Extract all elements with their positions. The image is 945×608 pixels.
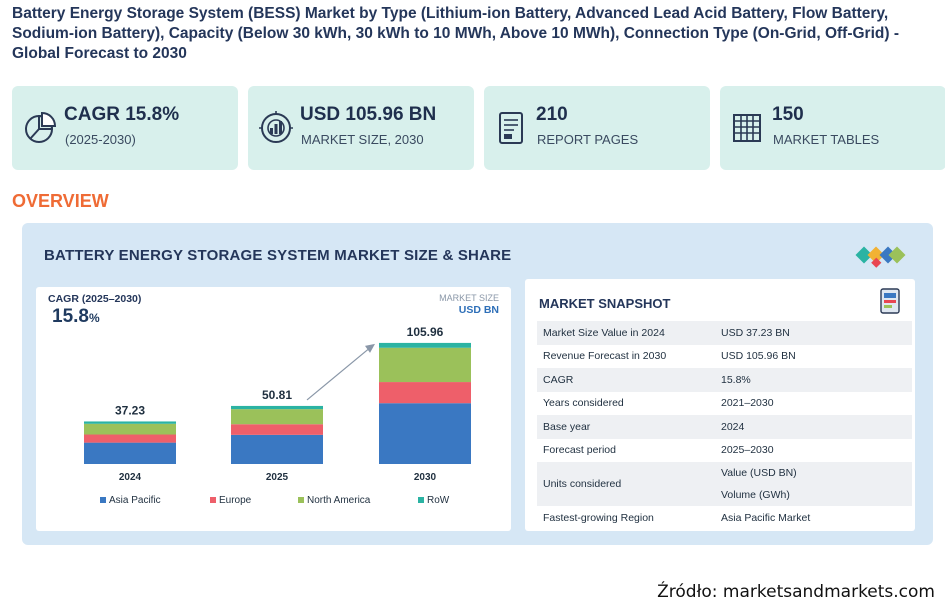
bar-total-label: 37.23: [115, 403, 145, 417]
snapshot-key: Years considered: [543, 397, 624, 410]
stat-label: MARKET SIZE, 2030: [301, 132, 424, 147]
bar-segment-north-america: [379, 347, 471, 383]
bar-segment-north-america: [84, 423, 176, 435]
stat-label: REPORT PAGES: [537, 132, 639, 147]
stat-label: MARKET TABLES: [773, 132, 880, 147]
table-row: Units considered Value (USD BN) Volume (GW…: [537, 462, 912, 506]
legend-swatch: [298, 497, 304, 503]
snapshot-key: Base year: [537, 415, 715, 439]
market-snapshot: MARKET SNAPSHOT Market Size Value in 202…: [525, 279, 915, 531]
snapshot-value-line: Volume (GWh): [721, 489, 790, 501]
stat-card-cagr: CAGR 15.8% (2025-2030): [12, 86, 238, 170]
legend-swatch: [418, 497, 424, 503]
snapshot-value: 2025–2030: [721, 444, 774, 457]
pie-chart-icon: [25, 111, 57, 143]
bar-chart: CAGR (2025–2030) 15.8% MARKET SIZE USD B…: [36, 287, 511, 531]
stat-value: 210: [536, 104, 568, 125]
market-globe-icon: [259, 111, 293, 143]
snapshot-value-line: Value (USD BN): [721, 467, 797, 479]
snapshot-value: Value (USD BN) Volume (GWh): [715, 462, 912, 506]
snapshot-value: Asia Pacific Market: [721, 511, 811, 524]
snapshot-key: Fastest-growing Region: [543, 511, 654, 524]
snapshot-key: Forecast period: [543, 444, 616, 457]
brand-logo-icon: [855, 246, 906, 268]
chart-cagr-number: 15.8: [52, 306, 89, 327]
stat-value: 150: [772, 104, 804, 125]
snapshot-value: USD 37.23 BN: [715, 321, 912, 345]
key-stats-row: CAGR 15.8% (2025-2030) USD 105.96 BN MAR…: [12, 86, 945, 170]
stat-card-market-size: USD 105.96 BN MARKET SIZE, 2030: [248, 86, 474, 170]
snapshot-value: 2021–2030: [721, 397, 774, 410]
legend-label: Europe: [219, 495, 252, 506]
snapshot-table: Market Size Value in 2024 USD 37.23 BN Re…: [537, 321, 912, 530]
legend-label: RoW: [427, 495, 450, 506]
bar-total-label: 105.96: [407, 325, 444, 339]
bar-segment-europe: [231, 424, 323, 435]
bar-segment-row: [379, 342, 471, 348]
table-row: CAGR 15.8%: [537, 368, 912, 392]
snapshot-value: 15.8%: [715, 368, 912, 392]
bar-segment-asia-pacific: [84, 442, 176, 464]
legend-label: North America: [307, 495, 371, 506]
stat-card-report-pages: 210 REPORT PAGES: [484, 86, 710, 170]
report-document-icon: [499, 112, 523, 144]
x-tick-label: 2024: [119, 472, 142, 483]
source-caption: Źródło: marketsandmarkets.com: [657, 582, 935, 602]
snapshot-key: Revenue Forecast in 2030: [543, 350, 667, 363]
stat-label: (2025-2030): [65, 132, 136, 147]
bar-segment-asia-pacific: [379, 403, 471, 464]
snapshot-value: USD 105.96 BN: [721, 350, 796, 363]
snapshot-key: Units considered: [537, 462, 715, 506]
chart-unit-label: USD BN: [458, 304, 499, 316]
snapshot-title: MARKET SNAPSHOT: [539, 296, 671, 311]
table-grid-icon: [733, 114, 761, 142]
table-row: Fastest-growing Region Asia Pacific Marke…: [537, 506, 912, 530]
panel-title: BATTERY ENERGY STORAGE SYSTEM MARKET SIZ…: [44, 247, 512, 264]
snapshot-value: 2024: [715, 415, 912, 439]
market-size-panel: BATTERY ENERGY STORAGE SYSTEM MARKET SIZ…: [22, 223, 933, 545]
legend-swatch: [100, 497, 106, 503]
chart-plot: 37.23 2024 50.81 2025 105.96 2030 Asia Pacific…: [84, 325, 471, 506]
x-tick-label: 2030: [414, 472, 437, 483]
bar-segment-row: [84, 421, 176, 424]
snapshot-key: CAGR: [537, 368, 715, 392]
chart-cagr-unit: %: [88, 311, 100, 325]
table-row: Years considered 2021–2030: [537, 392, 912, 416]
chart-market-size-label: MARKET SIZE: [439, 293, 499, 303]
bar-segment-europe: [379, 382, 471, 404]
stat-value: USD 105.96 BN: [300, 104, 437, 125]
table-row: Base year 2024: [537, 415, 912, 439]
chart-cagr-value: 15.8%: [52, 306, 100, 328]
page-title: Battery Energy Storage System (BESS) Mar…: [12, 5, 899, 62]
snapshot-key: Market Size Value in 2024: [537, 321, 715, 345]
bar-segment-asia-pacific: [231, 434, 323, 464]
bar-segment-row: [231, 405, 323, 410]
bar-segment-europe: [84, 434, 176, 443]
table-row: Market Size Value in 2024 USD 37.23 BN: [537, 321, 912, 345]
table-row: Revenue Forecast in 2030 USD 105.96 BN: [537, 345, 912, 369]
stat-card-market-tables: 150 MARKET TABLES: [720, 86, 945, 170]
legend-swatch: [210, 497, 216, 503]
x-tick-label: 2025: [266, 472, 289, 483]
chart-cagr-label: CAGR (2025–2030): [48, 293, 142, 305]
legend-label: Asia Pacific: [109, 495, 161, 506]
stat-value: CAGR 15.8%: [64, 104, 180, 125]
bar-total-label: 50.81: [262, 388, 292, 402]
growth-arrow-line: [306, 346, 372, 401]
snapshot-document-icon: [880, 288, 900, 314]
growth-arrow-head: [365, 343, 375, 353]
bar-segment-north-america: [231, 409, 323, 425]
overview-heading: OVERVIEW: [12, 191, 109, 211]
table-row: Forecast period 2025–2030: [537, 439, 912, 463]
